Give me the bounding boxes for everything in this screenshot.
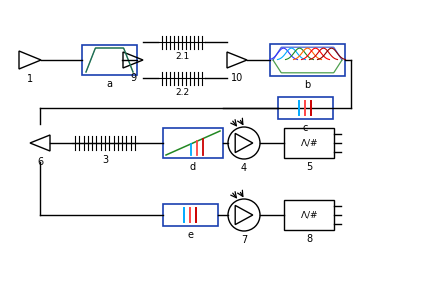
Text: $\Lambda$/#: $\Lambda$/# [300,137,318,149]
Text: 4: 4 [241,163,247,173]
Text: 2.2: 2.2 [175,88,189,97]
Text: $\Lambda$/#: $\Lambda$/# [300,209,318,221]
Text: c: c [303,123,308,133]
Bar [270,44,345,76]
Text: 7: 7 [241,235,247,245]
Text: 8: 8 [306,234,312,244]
Text: 6: 6 [37,157,43,167]
Text: 9: 9 [130,73,136,83]
Text: 5: 5 [306,162,312,172]
Text: d: d [190,162,196,172]
Bar [278,97,333,119]
Bar [82,45,137,75]
Bar [163,204,218,226]
Bar [163,128,223,158]
Text: 3: 3 [102,155,108,165]
Text: 1: 1 [27,74,33,84]
Text: a: a [107,79,113,89]
Text: b: b [304,80,311,90]
Text: e: e [187,230,193,240]
Bar [284,128,334,158]
Text: 2.1: 2.1 [175,52,189,61]
Text: 10: 10 [231,73,243,83]
Bar [284,200,334,230]
